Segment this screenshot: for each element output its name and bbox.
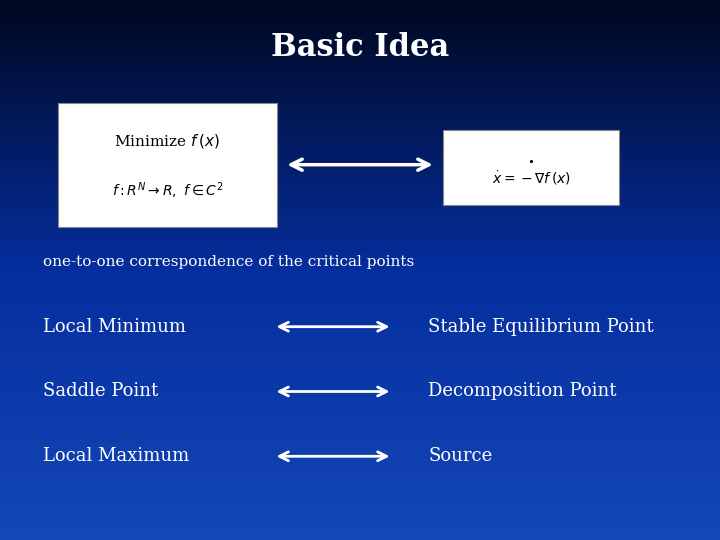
Text: $\dot{x} = -\nabla f\,(x)$: $\dot{x} = -\nabla f\,(x)$ (492, 169, 570, 187)
Text: Decomposition Point: Decomposition Point (428, 382, 617, 401)
Text: one-to-one correspondence of the critical points: one-to-one correspondence of the critica… (43, 255, 415, 269)
Text: $\bullet$: $\bullet$ (528, 156, 534, 165)
FancyBboxPatch shape (443, 130, 619, 205)
FancyBboxPatch shape (58, 103, 277, 227)
Text: Source: Source (428, 447, 492, 465)
Text: Local Minimum: Local Minimum (43, 318, 186, 336)
Text: Saddle Point: Saddle Point (43, 382, 158, 401)
Text: Basic Idea: Basic Idea (271, 32, 449, 63)
Text: $f: R^N \rightarrow R,\ f \in C^2$: $f: R^N \rightarrow R,\ f \in C^2$ (112, 180, 223, 201)
Text: Local Maximum: Local Maximum (43, 447, 189, 465)
Text: Stable Equilibrium Point: Stable Equilibrium Point (428, 318, 654, 336)
Text: Minimize $f\,(x)$: Minimize $f\,(x)$ (114, 132, 220, 150)
